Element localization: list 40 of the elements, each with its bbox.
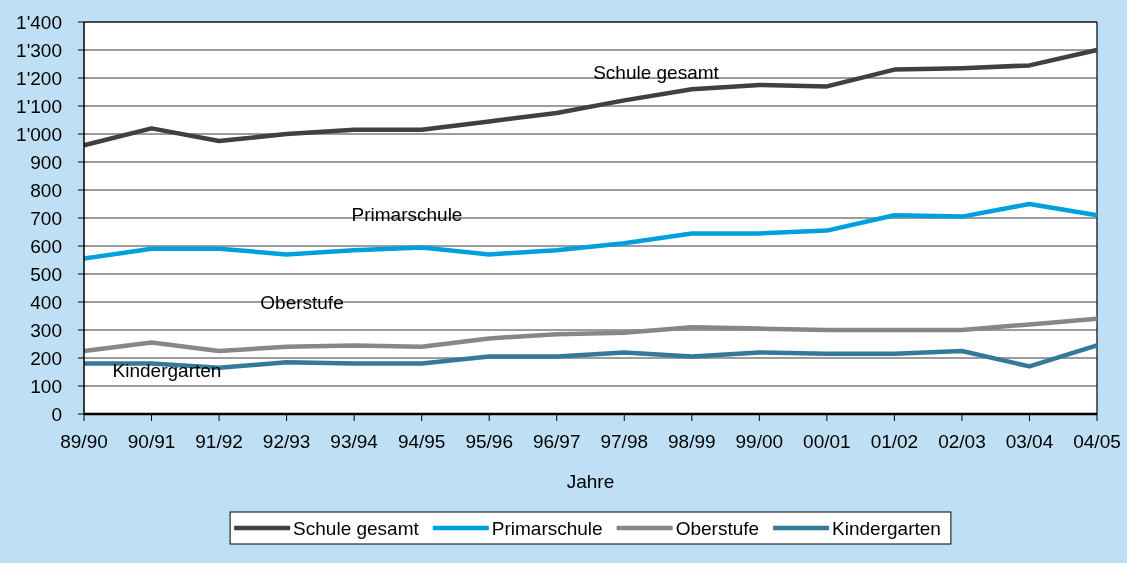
y-tick-label: 1'100 (16, 95, 62, 117)
y-tick-label: 1'000 (16, 123, 62, 145)
y-tick-label: 1'400 (16, 11, 62, 33)
y-tick-label: 800 (30, 179, 62, 201)
legend-label: Schule gesamt (293, 517, 420, 539)
x-tick-label: 96/97 (532, 430, 581, 452)
x-tick-label: 97/98 (600, 430, 649, 452)
x-tick-label: 90/91 (127, 430, 176, 452)
annotation: Primarschule (351, 203, 463, 225)
x-tick-label: 92/93 (262, 430, 311, 452)
y-tick-label: 600 (30, 235, 62, 257)
y-tick-label: 400 (30, 291, 62, 313)
x-tick-label: 98/99 (668, 430, 716, 452)
x-tick-label: 01/02 (870, 430, 919, 452)
y-tick-label: 1'300 (16, 39, 62, 61)
y-tick-label: 300 (30, 319, 62, 341)
legend-label: Oberstufe (675, 517, 760, 539)
annotation: Schule gesamt (593, 61, 720, 83)
x-axis-title: Jahre (566, 470, 615, 492)
x-tick-label: 00/01 (803, 430, 851, 452)
x-tick-label: 02/03 (938, 430, 986, 452)
x-tick-label: 94/95 (397, 430, 446, 452)
y-tick-label: 200 (30, 347, 62, 369)
x-tick-label: 95/96 (465, 430, 513, 452)
x-tick-label: 91/92 (195, 430, 243, 452)
annotation: Kindergarten (112, 359, 222, 381)
legend-label: Primarschule (491, 517, 603, 539)
y-tick-label: 100 (30, 375, 62, 397)
x-tick-label: 93/94 (330, 430, 379, 452)
y-tick-label: 700 (30, 207, 62, 229)
x-tick-label: 89/90 (60, 430, 108, 452)
x-tick-label: 03/04 (1005, 430, 1054, 452)
y-tick-label: 500 (30, 263, 62, 285)
y-tick-label: 1'200 (16, 67, 62, 89)
y-tick-label: 0 (51, 403, 62, 425)
x-tick-label: 04/05 (1073, 430, 1121, 452)
annotation: Oberstufe (260, 291, 344, 313)
y-tick-label: 900 (30, 151, 62, 173)
legend-label: Kindergarten (832, 517, 941, 539)
x-tick-label: 99/00 (735, 430, 784, 452)
